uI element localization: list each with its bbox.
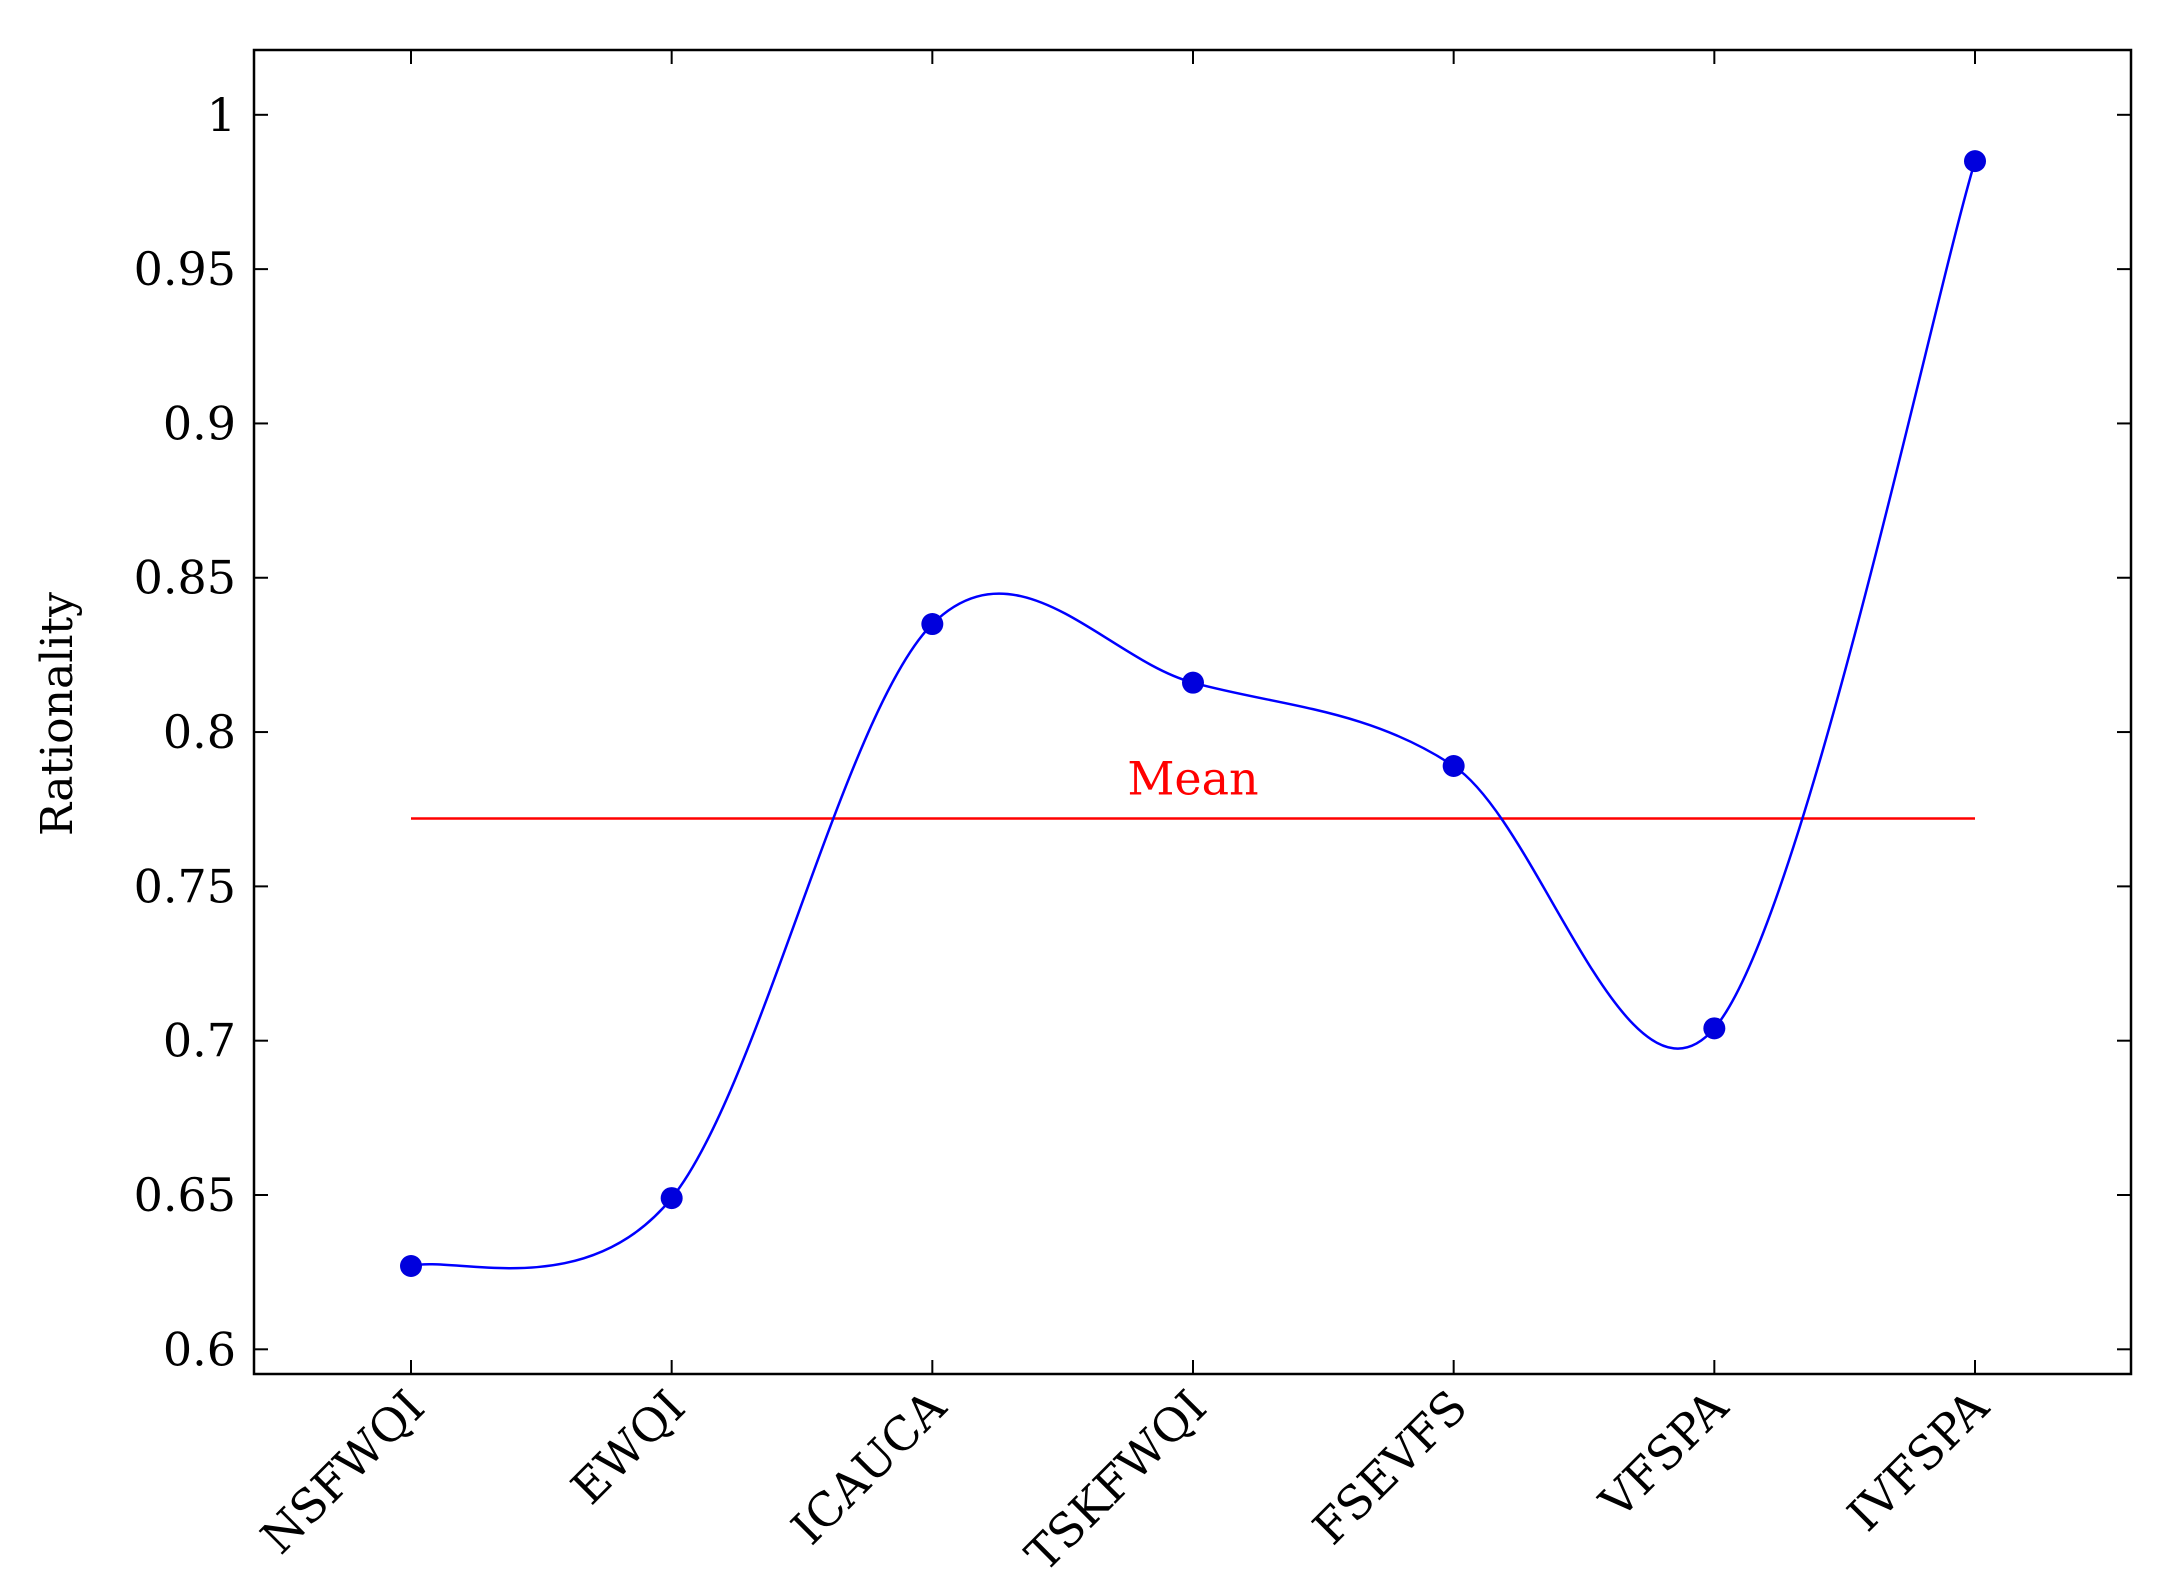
x-tick-label: TSKFWQI bbox=[1015, 1380, 1217, 1574]
data-point bbox=[1182, 671, 1204, 694]
data-point bbox=[660, 1187, 683, 1210]
y-tick-label: 0.75 bbox=[134, 859, 236, 913]
series-line bbox=[410, 160, 1977, 1270]
x-tick-label: NSFWQI bbox=[250, 1380, 434, 1564]
y-tick-label: 0.8 bbox=[163, 705, 236, 759]
data-point bbox=[1964, 150, 1986, 173]
y-tick-label: 1 bbox=[207, 88, 236, 142]
y-tick-label: 0.65 bbox=[134, 1168, 236, 1222]
x-tick-label: EWQI bbox=[561, 1380, 696, 1515]
y-tick-label: 0.9 bbox=[163, 396, 236, 450]
x-tick-label: FSEVFS bbox=[1302, 1380, 1477, 1555]
mean-layer: Mean bbox=[411, 751, 1975, 820]
y-tick-label: 0.7 bbox=[163, 1014, 236, 1068]
plot-frame bbox=[252, 48, 2133, 1376]
data-points bbox=[400, 150, 1986, 1277]
data-point bbox=[400, 1254, 422, 1277]
data-point bbox=[1442, 755, 1465, 778]
y-tick-label: 0.85 bbox=[134, 551, 236, 605]
x-tick-labels: NSFWQI EWQI ICAUCA TSKFWQI FSEVFS VFSPA IVFSPA bbox=[250, 1379, 1999, 1574]
mean-label: Mean bbox=[1127, 751, 1258, 805]
x-tick-label: VFSPA bbox=[1588, 1379, 1738, 1529]
data-point bbox=[1703, 1017, 1726, 1040]
y-tick-label: 0.6 bbox=[163, 1322, 236, 1376]
x-tick-label: IVFSPA bbox=[1837, 1379, 1999, 1541]
y-tick-labels: 0.6 0.65 0.7 0.75 0.8 0.85 0.9 0.95 1 bbox=[134, 88, 236, 1376]
axis-ticks bbox=[254, 50, 2131, 1374]
x-tick-label: ICAUCA bbox=[781, 1379, 957, 1555]
y-tick-label: 0.95 bbox=[134, 242, 236, 296]
data-point bbox=[921, 613, 944, 636]
y-axis-title: Rationality bbox=[32, 592, 83, 836]
